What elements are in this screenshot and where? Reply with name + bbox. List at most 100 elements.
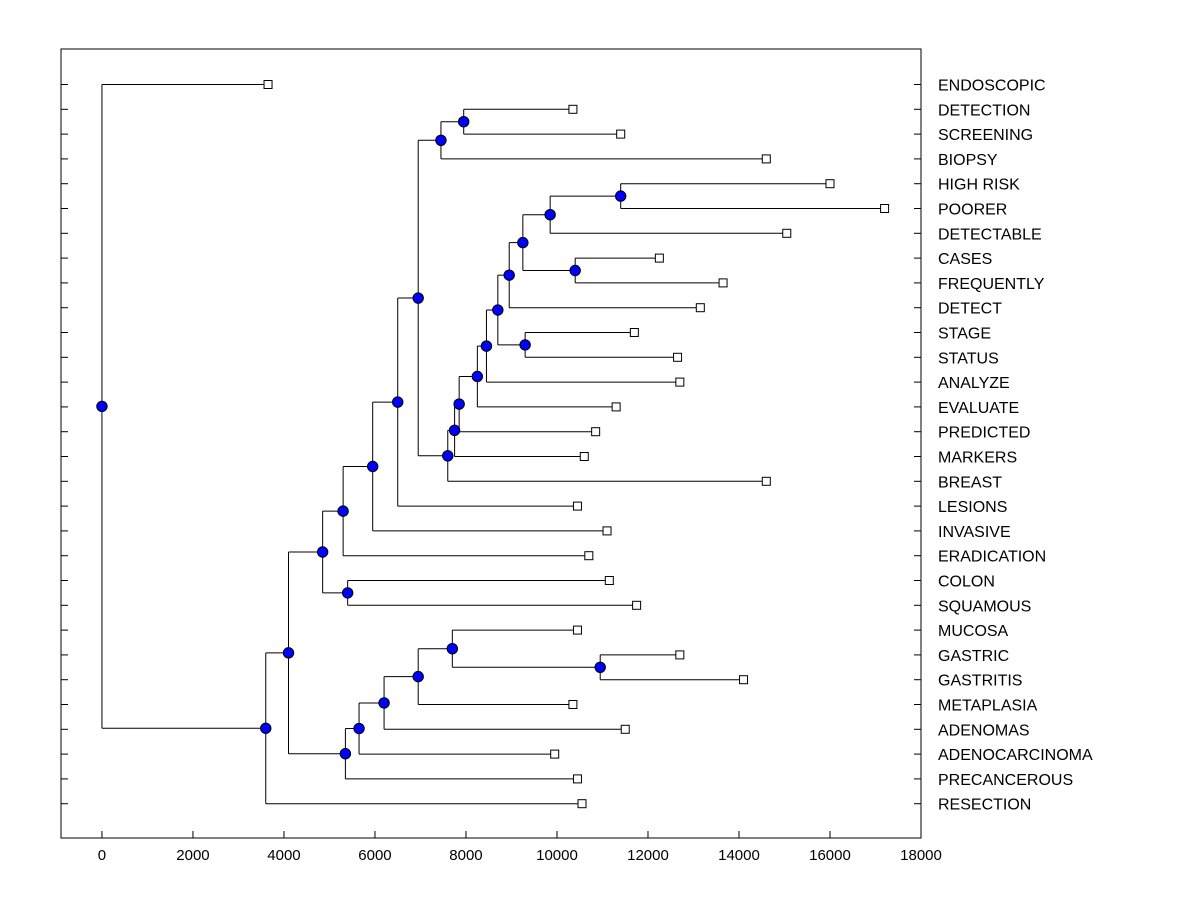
leaf-marker	[718, 278, 728, 288]
leaf-marker	[880, 204, 890, 213]
leaf-marker	[782, 228, 792, 238]
merge-node-marker	[392, 396, 404, 408]
merge-node-marker	[569, 264, 581, 277]
merge-node-marker	[480, 340, 493, 352]
leaf-label: SQUAMOUS	[938, 598, 1031, 615]
leaf-label: PRECANCEROUS	[938, 772, 1073, 789]
leaf-label: BIOPSY	[938, 152, 998, 169]
leaf-marker	[695, 303, 705, 313]
leaf-marker	[629, 328, 639, 337]
leaf-marker	[654, 253, 664, 263]
x-tick-label: 8000	[449, 847, 482, 864]
merge-node-marker	[492, 304, 504, 316]
leaf-label: DETECTABLE	[938, 226, 1042, 243]
leaf-marker	[611, 402, 621, 412]
leaf-label: FREQUENTLY	[938, 276, 1045, 293]
plot-frame	[60, 48, 922, 839]
leaf-marker	[568, 700, 578, 709]
x-tick-label: 18000	[900, 847, 942, 864]
leaf-marker	[604, 576, 614, 585]
merge-node-marker	[412, 670, 424, 683]
leaf-label: GASTRIC	[938, 648, 1009, 665]
leaf-label: BREAST	[938, 474, 1002, 491]
x-tick-label: 12000	[627, 847, 669, 864]
x-ticks	[101, 831, 922, 838]
x-tick-label: 4000	[267, 847, 300, 864]
leaf-label: ANALYZE	[938, 375, 1010, 392]
x-tick-label: 2000	[176, 847, 209, 864]
leaf-label: MARKERS	[938, 450, 1017, 467]
leaf-marker	[577, 799, 587, 809]
leaf-marker	[675, 650, 685, 660]
leaf-marker	[591, 427, 601, 437]
leaf-label: DETECT	[938, 301, 1002, 318]
merge-node-marker	[517, 236, 529, 249]
merge-node-marker	[316, 546, 329, 558]
leaf-label: COLON	[938, 574, 995, 591]
leaf-marker	[673, 352, 683, 362]
merge-node-marker	[614, 190, 627, 202]
merge-node-marker	[446, 643, 459, 655]
leaf-labels: ENDOSCOPIC DETECTION SCREENING BIOPSY HIGH R…	[938, 78, 1093, 814]
leaf-marker	[632, 600, 642, 610]
merge-node-marker	[353, 722, 365, 735]
leaf-label: STAGE	[938, 326, 991, 343]
leaf-label: DETECTION	[938, 102, 1030, 119]
merge-nodes	[96, 116, 627, 760]
merge-node-marker	[339, 748, 352, 760]
merge-node-marker	[471, 370, 484, 383]
leaf-label: RESECTION	[938, 797, 1031, 814]
merge-node-marker	[519, 339, 531, 351]
merge-node-marker	[594, 661, 606, 673]
merge-node-marker	[442, 450, 454, 462]
merge-node-marker	[282, 647, 295, 659]
leaf-label: GASTRITIS	[938, 673, 1022, 690]
leaf-marker	[584, 551, 594, 561]
leaf-marker	[572, 774, 582, 784]
merge-node-marker	[96, 400, 108, 413]
leaf-label: ENDOSCOPIC	[938, 78, 1046, 95]
leaf-marker	[263, 80, 273, 89]
leaf-label: EVALUATE	[938, 400, 1019, 417]
leaf-marker	[602, 526, 612, 536]
leaf-marker	[825, 179, 835, 189]
merge-node-marker	[260, 722, 272, 734]
leaf-label: CASES	[938, 251, 992, 268]
merge-node-marker	[341, 587, 354, 599]
leaf-marker	[739, 675, 749, 685]
merge-node-marker	[378, 697, 390, 709]
leaf-label: ERADICATION	[938, 549, 1046, 566]
merge-node-marker	[435, 134, 447, 147]
leaf-marker	[550, 749, 560, 759]
merge-node-marker	[503, 269, 515, 281]
leaf-label: METAPLASIA	[938, 698, 1038, 715]
leaf-marker	[572, 625, 582, 635]
leaf-label: PREDICTED	[938, 425, 1030, 442]
x-tick-label: 10000	[536, 847, 578, 864]
x-tick-label: 0	[98, 847, 106, 864]
merge-node-marker	[457, 116, 470, 128]
merge-node-marker	[366, 460, 379, 473]
leaf-marker	[761, 154, 771, 164]
leaf-marker	[616, 129, 626, 139]
leaf-label: ADENOCARCINOMA	[938, 747, 1093, 764]
leaf-marker	[568, 104, 578, 114]
merge-node-marker	[448, 424, 461, 436]
x-tick-label: 14000	[718, 847, 760, 864]
merge-node-marker	[337, 505, 349, 517]
leaf-label: MUCOSA	[938, 623, 1009, 640]
leaf-label: POORER	[938, 202, 1007, 219]
leaf-label: STATUS	[938, 350, 999, 367]
leaf-label: ADENOMAS	[938, 722, 1030, 739]
merge-node-marker	[544, 209, 556, 221]
dendrogram-links	[101, 84, 885, 805]
leaf-marker	[761, 476, 771, 486]
merge-node-marker	[412, 292, 424, 304]
leaf-marker	[675, 377, 685, 387]
x-tick-label: 16000	[809, 847, 851, 864]
leaf-label: LESIONS	[938, 499, 1007, 516]
leaf-marker	[620, 724, 630, 734]
leaf-label: HIGH RISK	[938, 177, 1020, 194]
leaf-label: SCREENING	[938, 127, 1033, 144]
